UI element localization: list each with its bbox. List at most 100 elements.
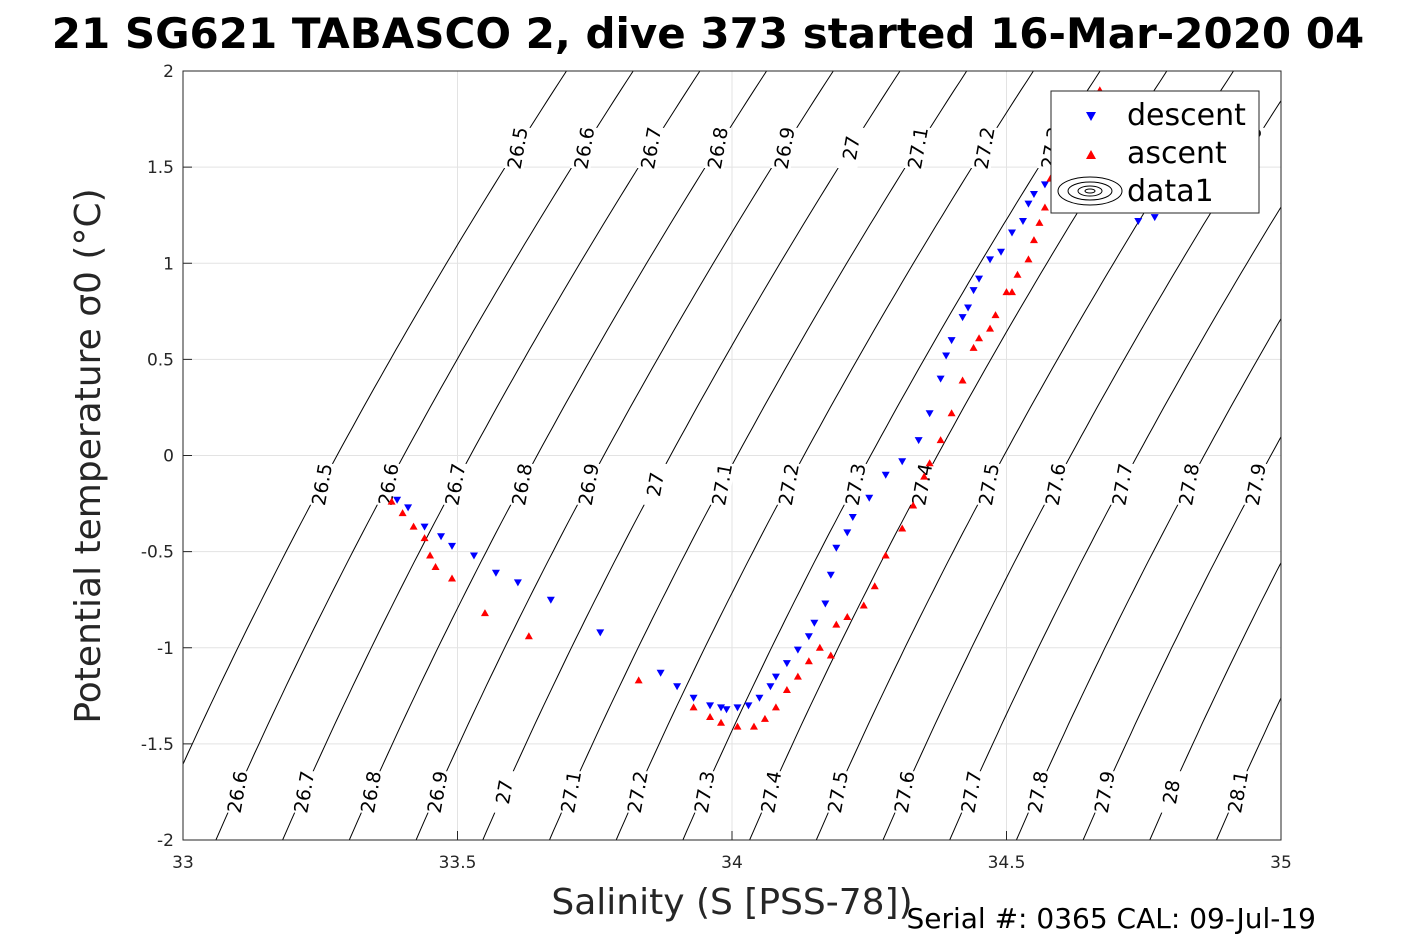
- isopycnal-27.2: [615, 71, 1034, 840]
- contour-label-bg: [307, 460, 336, 508]
- descent-point: [958, 314, 967, 322]
- descent-point: [942, 352, 951, 360]
- descent-point: [1150, 214, 1159, 222]
- descent-point: [804, 633, 813, 641]
- ascent-point: [804, 657, 813, 665]
- ascent-point: [634, 676, 643, 684]
- contour-label-bg: [503, 124, 531, 172]
- y-tick-label: -2: [157, 831, 174, 851]
- isopycnal-27.8: [1015, 317, 1281, 840]
- y-tick-label: -1: [157, 639, 174, 659]
- contour-label-bg: [823, 768, 852, 816]
- contour-label-bg: [290, 768, 318, 816]
- ascent-point: [733, 722, 742, 730]
- descent-point: [706, 702, 715, 710]
- y-tick-label: 2: [163, 62, 174, 82]
- contour-label-bg: [623, 768, 651, 816]
- ascent-point: [749, 722, 758, 730]
- contour-label-text: 27: [492, 778, 518, 806]
- ascent-point: [920, 472, 929, 480]
- x-tick-label: 33.5: [439, 853, 477, 873]
- axis-ticks: 33 33.5 34 34.5 35 -2 -1.5 -1 -0.5 0 0.5 1 1.5 2: [141, 62, 1292, 873]
- contour-label-27: 27: [490, 768, 518, 816]
- isopycnal-27.1: [548, 71, 968, 840]
- descent-point: [832, 544, 841, 552]
- contour-label-bg: [908, 460, 936, 508]
- descent-point: [975, 275, 984, 283]
- ascent-point: [859, 601, 868, 609]
- ascent-point: [1007, 288, 1016, 296]
- descent-point: [810, 619, 819, 627]
- descent-point: [1134, 217, 1143, 225]
- contour-label-bg: [1023, 768, 1052, 816]
- contour-label-bg: [1108, 460, 1136, 508]
- contour-label-bg: [1041, 460, 1069, 508]
- legend-data1-label: data1: [1127, 174, 1214, 209]
- descent-point: [596, 629, 605, 637]
- contour-label-bg: [757, 768, 785, 816]
- descent-point: [843, 529, 852, 537]
- contour-label-bg: [636, 124, 665, 172]
- ascent-point: [1013, 270, 1022, 278]
- descent-point: [673, 683, 682, 691]
- ascent-point: [782, 686, 791, 694]
- contour-label-bg: [770, 124, 798, 172]
- y-axis-label: Potential temperature σ0 (°C): [68, 188, 109, 723]
- y-tick-label: -0.5: [141, 543, 174, 563]
- descent-point: [420, 523, 429, 531]
- ascent-point: [1024, 255, 1033, 263]
- y-tick-label: -1.5: [141, 735, 174, 755]
- isopycnal-28.1: [1215, 696, 1281, 840]
- descent-point: [947, 337, 956, 345]
- y-tick-label: 1.5: [147, 158, 174, 178]
- ascent-point: [826, 651, 835, 659]
- ascent-point: [689, 703, 698, 711]
- contour-label-bg: [1224, 768, 1252, 816]
- legend-descent-marker: [1086, 112, 1096, 121]
- descent-point: [969, 287, 978, 295]
- descent-point: [865, 494, 874, 502]
- isopycnal-27: [482, 71, 901, 840]
- descent-point: [766, 683, 775, 691]
- x-axis-label: Salinity (S [PSS-78]): [551, 882, 912, 923]
- contour-label-bg: [423, 768, 451, 816]
- isopycnal-26.9: [415, 71, 834, 840]
- ascent-point: [448, 574, 457, 582]
- contour-label-bg: [1157, 768, 1185, 816]
- isopycnal-27.7: [949, 206, 1281, 840]
- isopycnal-27.9: [1082, 435, 1281, 840]
- contour-label-27.9: 27.9: [1241, 460, 1271, 508]
- contour-label-bg: [974, 460, 1003, 508]
- descent-point: [437, 533, 446, 541]
- serial-cal-text: Serial #: 0365 CAL: 09-Jul-19: [906, 902, 1316, 935]
- x-tick-label: 33: [172, 853, 194, 873]
- contour-label-bg: [903, 124, 932, 172]
- contour-label-bg: [970, 124, 998, 172]
- isopycnal-26.8: [348, 71, 768, 840]
- descent-point: [393, 496, 402, 504]
- y-tick-label: 0: [163, 447, 174, 467]
- ascent-point: [426, 551, 435, 559]
- legend-ascent-label: ascent: [1127, 136, 1227, 171]
- contour-label-bg: [574, 460, 602, 508]
- contour-label-27: 27: [641, 460, 669, 508]
- contour-label-bg: [556, 768, 585, 816]
- ascent-point: [1040, 203, 1049, 211]
- contour-label-27.2: 27.2: [970, 124, 1000, 172]
- contour-label-bg: [1174, 460, 1203, 508]
- contour-label-bg: [690, 768, 718, 816]
- descent-point: [744, 702, 753, 710]
- descent-point: [925, 410, 934, 418]
- chart-title: 21 SG621 TABASCO 2, dive 373 started 16-…: [52, 9, 1364, 58]
- ascent-point: [480, 609, 489, 617]
- descent-point: [404, 504, 413, 512]
- ascent-point: [409, 522, 418, 530]
- descent-point: [821, 600, 830, 608]
- contour-label-bg: [441, 460, 469, 508]
- descent-point: [771, 673, 780, 681]
- contour-label-bg: [223, 768, 251, 816]
- ascent-point: [958, 376, 967, 384]
- descent-point: [469, 552, 478, 560]
- contour-label-26.8: 26.8: [356, 768, 386, 816]
